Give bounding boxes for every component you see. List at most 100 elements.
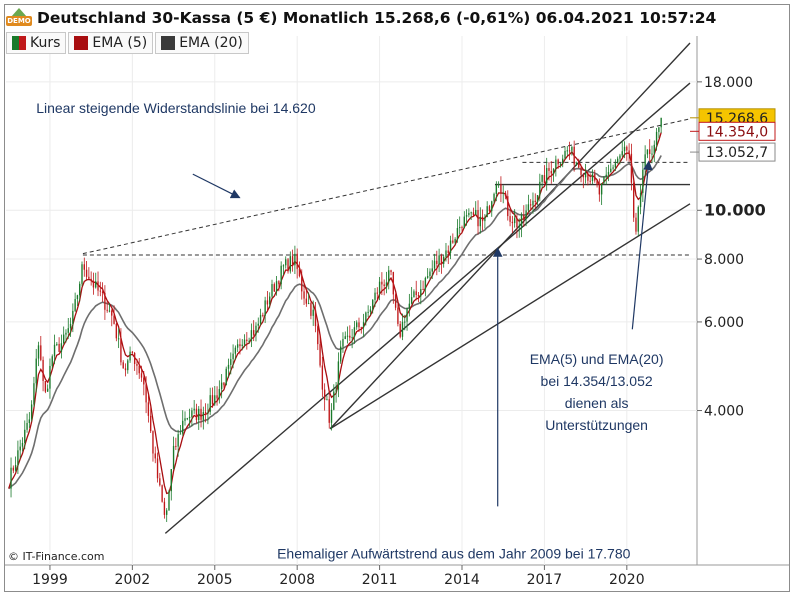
candle-body: [143, 377, 145, 385]
candle-body: [600, 183, 603, 195]
price-marker-label: 14.354,0: [706, 124, 768, 140]
candle-body: [305, 298, 308, 304]
candle-body: [207, 411, 209, 414]
candle-body: [548, 168, 550, 171]
candle-body: [287, 259, 289, 272]
candle-body: [527, 204, 530, 211]
candle-body: [246, 339, 248, 342]
candle-body: [294, 253, 296, 266]
candle-body: [67, 328, 69, 333]
candle-body: [520, 215, 523, 227]
candle-body: [539, 181, 541, 196]
candle-body: [291, 256, 294, 266]
candle-body: [420, 289, 422, 297]
candle-body: [120, 338, 122, 363]
candle-body: [633, 182, 635, 218]
candle-body: [239, 344, 241, 347]
price-marker-box: [698, 142, 776, 162]
candle-body: [198, 408, 200, 421]
candle-body: [443, 256, 445, 264]
candle-body: [49, 365, 51, 389]
candle-body: [525, 210, 527, 219]
candle-body: [122, 362, 124, 369]
legend-item-ema20[interactable]: EMA (20): [155, 32, 249, 54]
candle-body: [264, 300, 266, 316]
candle-body: [578, 163, 580, 168]
x-tick-label: 2017: [527, 572, 563, 588]
candle-body: [557, 159, 559, 165]
candle-body: [497, 183, 500, 186]
candle-body: [241, 344, 243, 347]
chart-title: Deutschland 30-Kassa (5 €) Monatlich 15.…: [37, 9, 717, 27]
candle-body: [605, 174, 607, 178]
candle-body: [491, 201, 493, 212]
candle-body: [614, 163, 617, 168]
candle-body: [369, 309, 372, 312]
candle-body: [186, 418, 188, 420]
candle-body: [456, 228, 459, 240]
candle-body: [584, 173, 587, 178]
candles: [10, 117, 662, 522]
candle-body: [51, 356, 53, 366]
candle-body: [372, 299, 374, 310]
candle-body: [209, 395, 211, 412]
y-tick-label: 4.000: [704, 404, 744, 420]
candle-body: [507, 196, 509, 217]
annotation-resistance: Linear steigende Widerstandslinie bei 14…: [36, 100, 316, 116]
candle-body: [362, 322, 365, 328]
candle-body: [60, 343, 63, 352]
candle-body: [658, 127, 660, 132]
candle-body: [376, 292, 378, 294]
candle-body: [378, 281, 381, 294]
y-tick-label: 8.000: [704, 252, 744, 268]
legend-item-kurs[interactable]: Kurs: [6, 32, 67, 54]
candle-body: [616, 158, 619, 164]
x-tick-label: 2020: [609, 572, 645, 588]
candle-body: [399, 323, 401, 337]
candle-body: [131, 351, 134, 353]
candle-body: [440, 255, 443, 264]
candle-body: [317, 326, 319, 345]
gridlines: [6, 36, 697, 565]
candle-body: [397, 307, 399, 324]
candle-body: [307, 303, 310, 305]
candle-body: [259, 314, 262, 324]
candle-body: [388, 270, 390, 283]
candle-body: [346, 335, 349, 337]
candle-body: [365, 312, 367, 323]
candle-body: [568, 150, 571, 152]
candle-body: [383, 284, 385, 287]
candle-body: [154, 453, 156, 459]
candle-body: [630, 153, 633, 183]
candle-body: [333, 391, 335, 410]
candle-body: [83, 264, 85, 270]
candle-body: [596, 180, 598, 186]
candle-body: [529, 204, 532, 206]
candle-body: [204, 412, 207, 414]
candle-body: [573, 146, 575, 165]
chart-header: DEMO Deutschland 30-Kassa (5 €) Monatlic…: [6, 6, 786, 30]
annotation-ema-line: dienen als: [565, 395, 629, 411]
y-tick-label: 6.000: [704, 315, 744, 331]
candle-body: [298, 268, 301, 277]
legend-item-ema5[interactable]: EMA (5): [68, 32, 154, 54]
candle-body: [660, 117, 662, 128]
candle-body: [301, 276, 303, 292]
candle-body: [253, 330, 255, 335]
candle-body: [202, 412, 205, 420]
x-axis: 1999 2002 2005 2008 2011 2014 2017 2020: [32, 565, 645, 588]
candle-body: [127, 360, 129, 371]
annotation-resistance-line: Linear steigende Widerstandslinie bei 14…: [36, 100, 316, 116]
candle-body: [216, 395, 218, 399]
candle-body: [37, 345, 40, 359]
legend-label: EMA (5): [92, 35, 148, 51]
candle-body: [552, 168, 555, 174]
ema5-line: [8, 132, 662, 495]
candle-body: [589, 180, 591, 182]
candle-body: [504, 192, 507, 197]
candle-body: [166, 510, 168, 515]
candle-body: [56, 343, 58, 345]
candle-body: [452, 240, 454, 243]
candle-body: [211, 395, 214, 405]
candle-body: [232, 353, 234, 360]
